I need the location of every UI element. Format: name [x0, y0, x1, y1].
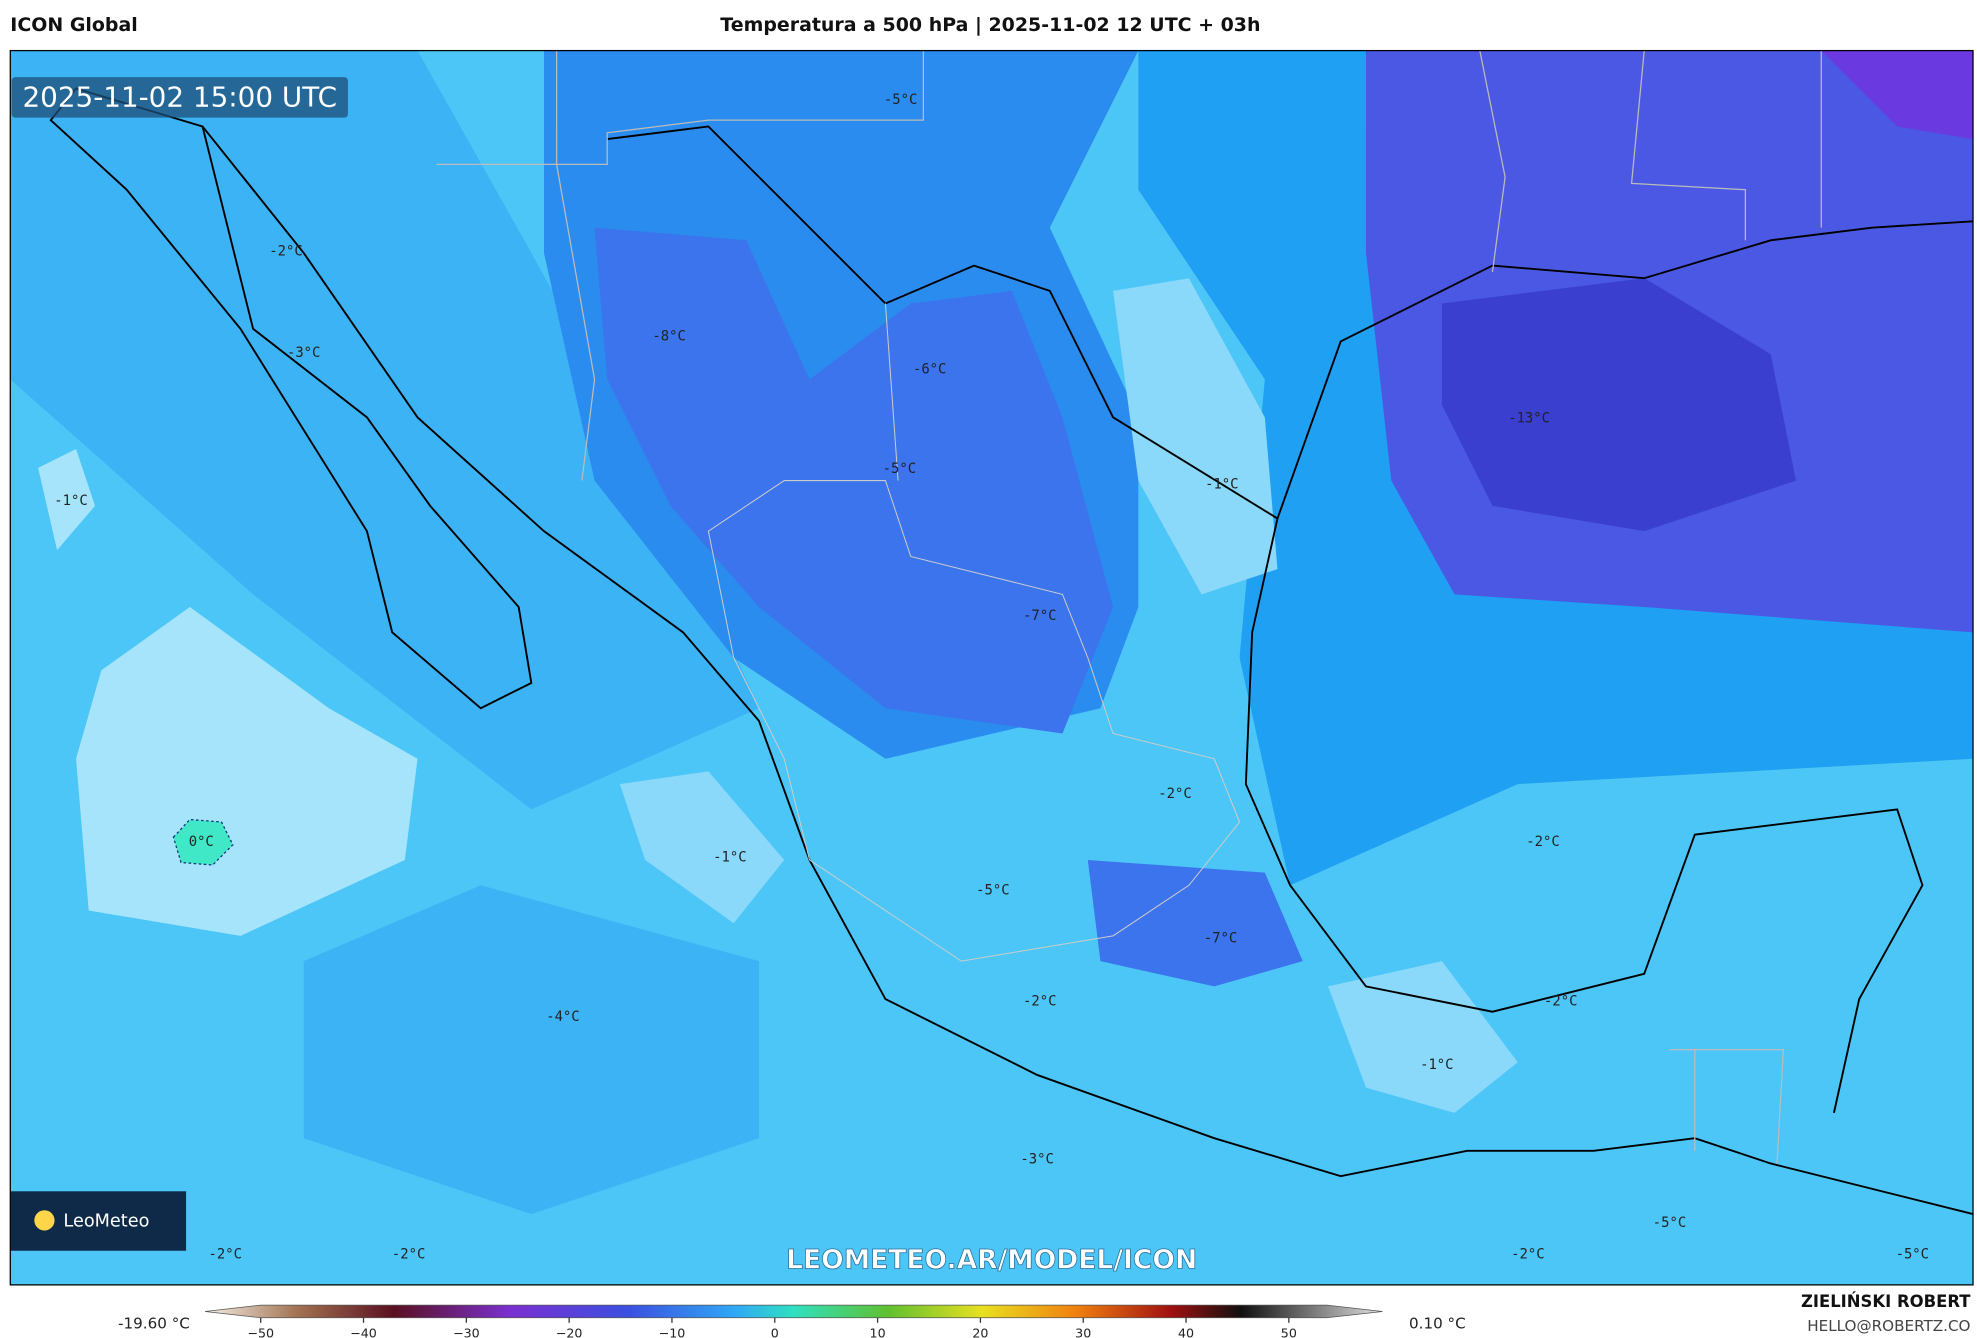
colorbar — [205, 1304, 1383, 1319]
temp-label: -2°C — [1511, 1247, 1544, 1263]
temp-label: -5°C — [883, 461, 917, 477]
map-frame — [9, 49, 1974, 1286]
temp-area — [10, 50, 759, 810]
logo-icon — [34, 1210, 55, 1231]
temp-label: -4°C — [546, 1009, 579, 1025]
temp-label: -8°C — [652, 328, 686, 344]
colorbar-tick-label: −50 — [247, 1326, 274, 1338]
email: HELLO@ROBERTZ.CO — [1807, 1317, 1970, 1335]
colorbar-tick-label: 20 — [972, 1326, 988, 1338]
temp-label: -7°C — [1023, 608, 1057, 624]
temp-area — [172, 818, 234, 866]
temp-label: -2°C — [1158, 786, 1192, 802]
colorbar-tick-label: −40 — [350, 1326, 377, 1338]
temp-label: -1°C — [1420, 1057, 1453, 1073]
colorbar-tick-label: −30 — [453, 1326, 480, 1338]
temp-area — [1113, 278, 1278, 595]
temp-label: -5°C — [1896, 1247, 1930, 1263]
temp-label: -5°C — [884, 92, 918, 108]
temp-label: -2°C — [1544, 994, 1577, 1010]
temp-area — [1441, 278, 1796, 532]
colorbar-tick-label: 30 — [1075, 1326, 1091, 1338]
temp-label: -2°C — [1526, 834, 1559, 850]
border — [707, 303, 1241, 962]
temp-label: -3°C — [1020, 1152, 1054, 1168]
temp-label: -5°C — [976, 882, 1010, 898]
app-title: ICON Global — [10, 14, 137, 36]
temp-area — [76, 607, 418, 936]
watermark: LEOMETEO.AR/MODEL/ICON — [786, 1244, 1197, 1275]
map-title: Temperatura a 500 hPa | 2025-11-02 12 UT… — [720, 14, 1260, 36]
temp-label: -2°C — [392, 1247, 426, 1263]
colorbar-min: -19.60 °C — [118, 1315, 190, 1333]
temp-label: -1°C — [1205, 476, 1239, 492]
colorbar-tick-label: 10 — [870, 1326, 886, 1338]
colorbar-tick-label: 50 — [1281, 1326, 1297, 1338]
temp-label: -5°C — [1653, 1215, 1687, 1231]
logo: LeoMeteo — [63, 1212, 149, 1232]
timestamp: 2025-11-02 15:00 UTC — [22, 81, 337, 114]
map: -5°C -2°C -8°C -3°C -6°C -13°C -1°C -5°C… — [10, 50, 1974, 1285]
colorbar-max: 0.10 °C — [1409, 1315, 1466, 1333]
temp-area — [1087, 859, 1303, 987]
temp-label: 0°C — [189, 834, 214, 850]
temp-label: -13°C — [1508, 411, 1550, 427]
colorbar-tick-label: 40 — [1178, 1326, 1194, 1338]
temp-labels: -5°C -2°C -8°C -3°C -6°C -13°C -1°C -5°C… — [54, 92, 1929, 1263]
temp-label: -1°C — [713, 849, 747, 865]
temp-label: -7°C — [1204, 930, 1238, 946]
temp-area — [1821, 50, 1974, 140]
author: ZIELIŃSKI ROBERT — [1801, 1292, 1971, 1311]
coastline — [49, 87, 533, 710]
colorbar-ticks: −50 −40 −30 −20 −10 0 10 20 30 40 50 — [247, 1317, 1297, 1338]
coastline — [201, 125, 1974, 1215]
temp-label: -2°C — [1023, 994, 1057, 1010]
temp-area — [303, 885, 759, 1215]
colorbar-tick-label: −20 — [556, 1326, 583, 1338]
temp-label: -2°C — [269, 244, 303, 260]
border — [436, 50, 1822, 1164]
temp-label: -3°C — [287, 345, 321, 361]
temp-area — [38, 448, 96, 551]
temp-label: -2°C — [209, 1247, 243, 1263]
colorbar-tick-label: 0 — [771, 1326, 779, 1338]
coastline — [1276, 220, 1974, 519]
timestamp-box — [11, 77, 348, 118]
temp-area — [619, 771, 785, 924]
temp-label: -1°C — [54, 493, 88, 509]
colorbar-tick-label: −10 — [659, 1326, 686, 1338]
temp-area — [1328, 961, 1518, 1113]
temp-label: -6°C — [913, 361, 947, 377]
